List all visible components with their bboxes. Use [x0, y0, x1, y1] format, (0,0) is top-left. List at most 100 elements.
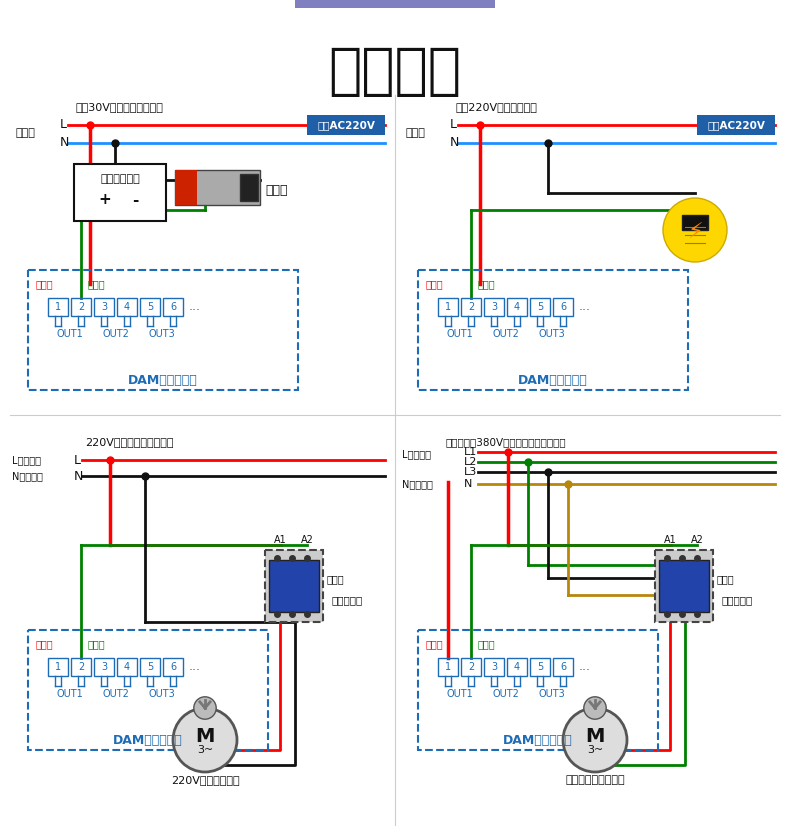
Circle shape — [584, 697, 606, 719]
Text: 常开端: 常开端 — [88, 639, 106, 649]
Text: A2: A2 — [301, 535, 314, 545]
Text: M: M — [585, 727, 604, 746]
Text: L3: L3 — [464, 467, 477, 477]
Text: 1: 1 — [445, 662, 451, 672]
Text: ...: ... — [579, 301, 591, 314]
Bar — [175, 170, 197, 205]
Text: 4: 4 — [514, 662, 520, 672]
Text: 3: 3 — [101, 302, 107, 312]
Text: 3~: 3~ — [197, 745, 213, 755]
Text: 2: 2 — [468, 302, 474, 312]
Text: 5: 5 — [537, 662, 544, 672]
Text: L1: L1 — [464, 447, 477, 457]
Text: 6: 6 — [170, 662, 176, 672]
Text: 公共端: 公共端 — [426, 279, 444, 289]
Text: 直流30V以下设备接线方法: 直流30V以下设备接线方法 — [75, 102, 163, 112]
Bar — [240, 174, 258, 201]
Text: 220V接交流接触器接线图: 220V接交流接触器接线图 — [85, 437, 174, 447]
Text: DAM数采控制器: DAM数采控制器 — [128, 373, 198, 387]
Text: 交流220V设备接线方法: 交流220V设备接线方法 — [455, 102, 537, 112]
Text: OUT1: OUT1 — [446, 329, 473, 339]
Text: DAM数采控制器: DAM数采控制器 — [503, 733, 573, 747]
Text: 4: 4 — [124, 662, 130, 672]
Text: A2: A2 — [691, 535, 704, 545]
Text: 2: 2 — [78, 302, 84, 312]
Text: 1: 1 — [445, 302, 451, 312]
Text: 公共端: 公共端 — [426, 639, 444, 649]
Text: 主触点: 主触点 — [327, 574, 344, 584]
Text: N: N — [60, 136, 70, 150]
Text: 6: 6 — [560, 302, 566, 312]
Bar — [697, 115, 775, 135]
Text: 电磁阀: 电磁阀 — [265, 183, 288, 197]
Text: 被控设备电源: 被控设备电源 — [100, 174, 140, 184]
Text: -: - — [132, 192, 138, 207]
Text: 主触点: 主触点 — [717, 574, 735, 584]
Text: L: L — [60, 118, 67, 131]
Text: L: L — [450, 118, 457, 131]
Text: 6: 6 — [170, 302, 176, 312]
Text: 交流接触器: 交流接触器 — [331, 596, 363, 605]
FancyBboxPatch shape — [74, 164, 166, 221]
Text: DAM数采控制器: DAM数采控制器 — [113, 733, 182, 747]
Text: 3: 3 — [491, 302, 497, 312]
Text: 2: 2 — [468, 662, 474, 672]
FancyBboxPatch shape — [655, 550, 713, 622]
Text: A1: A1 — [664, 535, 677, 545]
Text: N: N — [464, 479, 472, 489]
Text: 公共端: 公共端 — [36, 639, 54, 649]
Text: 常开端: 常开端 — [88, 279, 106, 289]
Text: OUT2: OUT2 — [102, 689, 129, 699]
Text: 电机、泵等大型设备: 电机、泵等大型设备 — [565, 775, 625, 785]
Text: ...: ... — [189, 661, 201, 673]
Text: 线圈AC220V: 线圈AC220V — [707, 120, 765, 130]
Circle shape — [194, 697, 216, 719]
Text: N代表零线: N代表零线 — [12, 471, 43, 481]
Text: OUT3: OUT3 — [538, 689, 565, 699]
Text: ...: ... — [579, 661, 591, 673]
Text: 5: 5 — [537, 302, 544, 312]
Text: 输出接线: 输出接线 — [329, 45, 461, 99]
Text: 3: 3 — [491, 662, 497, 672]
Text: 5: 5 — [147, 302, 153, 312]
Text: L代表火线: L代表火线 — [12, 455, 41, 465]
Text: OUT2: OUT2 — [102, 329, 129, 339]
Text: 交流接触器: 交流接触器 — [721, 596, 752, 605]
Text: 2: 2 — [78, 662, 84, 672]
Text: ⚡: ⚡ — [687, 223, 703, 243]
Circle shape — [173, 708, 237, 772]
Text: 3~: 3~ — [587, 745, 603, 755]
Text: OUT3: OUT3 — [538, 329, 565, 339]
Text: 公共端: 公共端 — [36, 279, 54, 289]
Bar — [269, 560, 319, 612]
Text: OUT3: OUT3 — [149, 329, 175, 339]
Text: 电源端: 电源端 — [405, 128, 425, 138]
Text: L2: L2 — [464, 457, 477, 467]
Text: 1: 1 — [55, 302, 61, 312]
Circle shape — [563, 708, 627, 772]
Text: 3: 3 — [101, 662, 107, 672]
Text: L: L — [74, 453, 81, 467]
Text: 线圈AC220V: 线圈AC220V — [317, 120, 375, 130]
Text: N: N — [450, 136, 459, 150]
Text: 常开端: 常开端 — [478, 639, 495, 649]
Text: A1: A1 — [274, 535, 287, 545]
Text: +: + — [99, 192, 111, 207]
Circle shape — [663, 198, 727, 262]
Text: OUT1: OUT1 — [56, 329, 83, 339]
Bar — [683, 216, 708, 230]
Text: OUT3: OUT3 — [149, 689, 175, 699]
Bar — [307, 115, 385, 135]
Text: 6: 6 — [560, 662, 566, 672]
Text: 带零线交流380V接电机、泵等设备接线: 带零线交流380V接电机、泵等设备接线 — [445, 437, 566, 447]
Text: 电源端: 电源端 — [15, 128, 35, 138]
Text: L代表火线: L代表火线 — [402, 449, 431, 459]
Text: ...: ... — [189, 301, 201, 314]
Text: 1: 1 — [55, 662, 61, 672]
Text: OUT2: OUT2 — [492, 329, 519, 339]
Bar — [659, 560, 709, 612]
FancyBboxPatch shape — [295, 0, 495, 8]
Text: 220V功率较大设备: 220V功率较大设备 — [171, 775, 239, 785]
Text: N代表零线: N代表零线 — [402, 479, 433, 489]
Text: OUT1: OUT1 — [56, 689, 83, 699]
